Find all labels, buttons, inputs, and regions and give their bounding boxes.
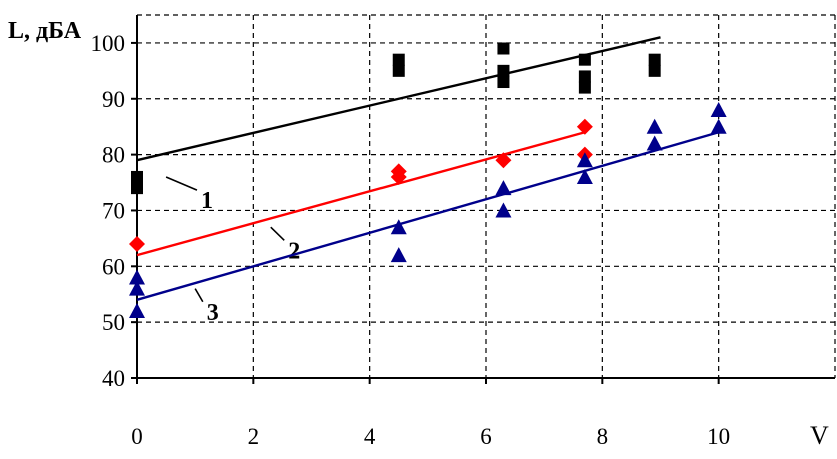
y-axis-label: L, дБА — [8, 18, 82, 44]
y-tick-label: 50 — [102, 310, 125, 335]
data-point-series-2 — [129, 235, 145, 252]
trend-label-1: 1 — [201, 188, 213, 214]
data-point-series-3 — [646, 118, 663, 134]
y-tick-label: 80 — [102, 143, 125, 168]
data-point-series-3 — [390, 219, 407, 235]
y-tick-label: 40 — [102, 366, 125, 391]
data-point-series-1 — [578, 70, 591, 83]
x-tick-label: 6 — [480, 424, 492, 449]
data-point-series-3 — [495, 180, 512, 196]
data-point-series-1 — [578, 53, 591, 66]
data-point-series-1 — [497, 64, 510, 77]
data-point-series-3 — [495, 202, 512, 218]
x-tick-label: 8 — [597, 424, 609, 449]
data-point-series-1 — [392, 53, 405, 66]
data-point-series-3 — [646, 135, 663, 151]
data-point-series-3 — [710, 118, 727, 134]
trend-line-2 — [136, 131, 586, 257]
data-point-series-1 — [497, 42, 510, 55]
trend-label-leader-2 — [270, 226, 285, 241]
data-point-series-1 — [131, 182, 143, 195]
data-point-series-3 — [710, 101, 727, 117]
trend-label-leader-3 — [194, 288, 204, 303]
trend-line-3 — [136, 131, 719, 301]
y-tick-label: 100 — [91, 31, 126, 56]
trend-line-1 — [136, 36, 661, 162]
data-point-series-3 — [129, 269, 145, 285]
data-point-series-3 — [576, 152, 593, 168]
data-point-series-2 — [576, 118, 593, 135]
trend-label-leader-1 — [165, 176, 198, 191]
data-point-series-3 — [129, 302, 145, 318]
data-point-series-1 — [578, 81, 591, 94]
x-tick-label: 10 — [707, 424, 730, 449]
data-point-series-3 — [390, 247, 407, 263]
data-point-series-3 — [576, 168, 593, 184]
y-tick-label: 60 — [102, 254, 125, 279]
y-tick-label: 70 — [102, 198, 125, 223]
data-point-series-1 — [131, 170, 143, 183]
data-point-series-1 — [392, 64, 405, 77]
grid — [137, 14, 836, 378]
data-point-series-1 — [497, 76, 510, 89]
data-point-series-2 — [390, 168, 407, 185]
x-axis-label: V — [810, 421, 829, 450]
y-tick-label: 90 — [102, 87, 125, 112]
data-point-series-2 — [495, 152, 512, 169]
x-tick-label: 2 — [248, 424, 260, 449]
data-point-series-1 — [648, 53, 661, 66]
data-point-series-1 — [648, 64, 661, 77]
trend-label-2: 2 — [288, 238, 300, 264]
data-point-series-3 — [129, 280, 145, 296]
trend-label-3: 3 — [207, 300, 219, 326]
x-tick-label: 0 — [131, 424, 143, 449]
x-tick-label: 4 — [364, 424, 376, 449]
